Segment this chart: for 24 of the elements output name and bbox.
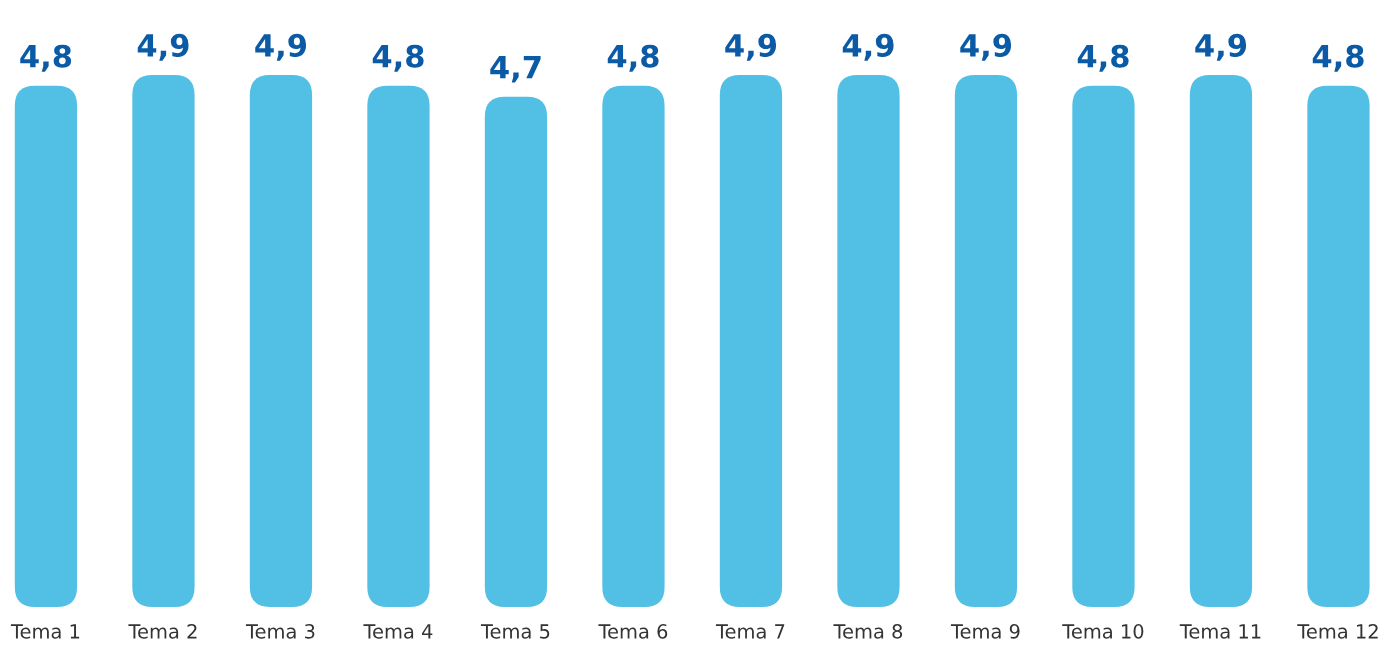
x-tick-label: Tema 1 bbox=[10, 624, 80, 639]
data-label: 4,9 bbox=[842, 33, 894, 61]
data-label: 4,9 bbox=[255, 33, 307, 61]
x-tick-label: Tema 6 bbox=[598, 624, 668, 639]
data-label: 4,7 bbox=[490, 55, 541, 83]
data-label: 4,9 bbox=[725, 33, 777, 61]
data-label: 4,8 bbox=[1312, 44, 1364, 72]
data-label: 4,9 bbox=[137, 33, 189, 61]
x-tick-label: Tema 11 bbox=[1179, 624, 1261, 639]
x-tick-label: Tema 8 bbox=[833, 624, 903, 639]
x-tick-label: Tema 12 bbox=[1297, 624, 1378, 639]
x-tick-label: Tema 10 bbox=[1062, 624, 1144, 639]
data-label: 4,8 bbox=[372, 44, 424, 72]
x-tick-label: Tema 5 bbox=[480, 624, 550, 639]
data-label: 4,8 bbox=[607, 44, 659, 72]
data-label: 4,9 bbox=[960, 33, 1012, 61]
x-tick-label: Tema 3 bbox=[245, 624, 315, 639]
x-tick-label: Tema 2 bbox=[128, 624, 197, 639]
data-label: 4,9 bbox=[1195, 33, 1247, 61]
x-tick-label: Tema 4 bbox=[363, 624, 433, 639]
data-label: 4,8 bbox=[20, 44, 72, 72]
x-tick-label: Tema 7 bbox=[715, 624, 785, 639]
data-label: 4,8 bbox=[1077, 44, 1129, 72]
x-tick-label: Tema 9 bbox=[950, 624, 1020, 639]
